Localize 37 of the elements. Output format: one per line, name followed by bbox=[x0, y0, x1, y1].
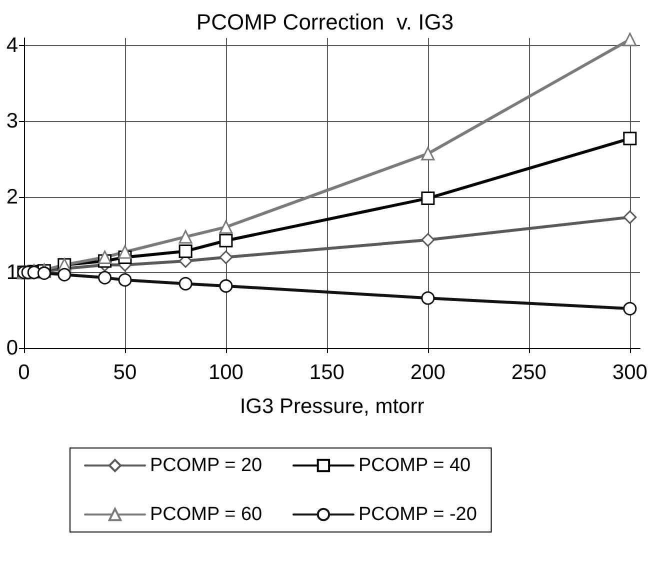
point bbox=[219, 250, 233, 264]
x-tick-label: 50 bbox=[113, 361, 137, 384]
x-tick-label: 150 bbox=[309, 361, 344, 384]
point bbox=[219, 220, 233, 234]
chart-title: PCOMP Correction v. IG3 bbox=[196, 10, 454, 34]
x-tick-label: 100 bbox=[208, 361, 244, 384]
point bbox=[219, 234, 233, 248]
point bbox=[178, 244, 192, 258]
point bbox=[623, 210, 637, 224]
point bbox=[421, 146, 435, 160]
point bbox=[421, 192, 435, 206]
point bbox=[178, 276, 192, 290]
point bbox=[421, 291, 435, 305]
legend-label: PCOMP = 20 bbox=[150, 455, 262, 476]
point bbox=[98, 270, 112, 284]
point bbox=[58, 268, 72, 282]
point bbox=[623, 132, 637, 146]
y-tick-label: 0 bbox=[6, 336, 18, 360]
point bbox=[623, 302, 637, 316]
legend-label: PCOMP = -20 bbox=[358, 504, 477, 525]
y-tick-label: 2 bbox=[6, 185, 18, 208]
point bbox=[178, 230, 192, 244]
y-tick-label: 1 bbox=[6, 260, 18, 284]
x-tick-label: 250 bbox=[511, 361, 546, 384]
legend-label: PCOMP = 40 bbox=[358, 455, 471, 476]
point bbox=[219, 279, 233, 293]
x-tick-label: 200 bbox=[410, 361, 446, 384]
legend-label: PCOMP = 60 bbox=[150, 504, 262, 525]
point bbox=[98, 250, 112, 264]
point bbox=[623, 32, 637, 46]
y-tick-label: 4 bbox=[6, 34, 18, 58]
y-tick-label: 3 bbox=[6, 110, 18, 133]
point bbox=[118, 273, 132, 287]
point bbox=[421, 233, 435, 247]
point bbox=[118, 245, 132, 259]
x-axis-title: IG3 Pressure, mtorr bbox=[240, 395, 424, 418]
x-tick-label: 300 bbox=[612, 361, 648, 384]
